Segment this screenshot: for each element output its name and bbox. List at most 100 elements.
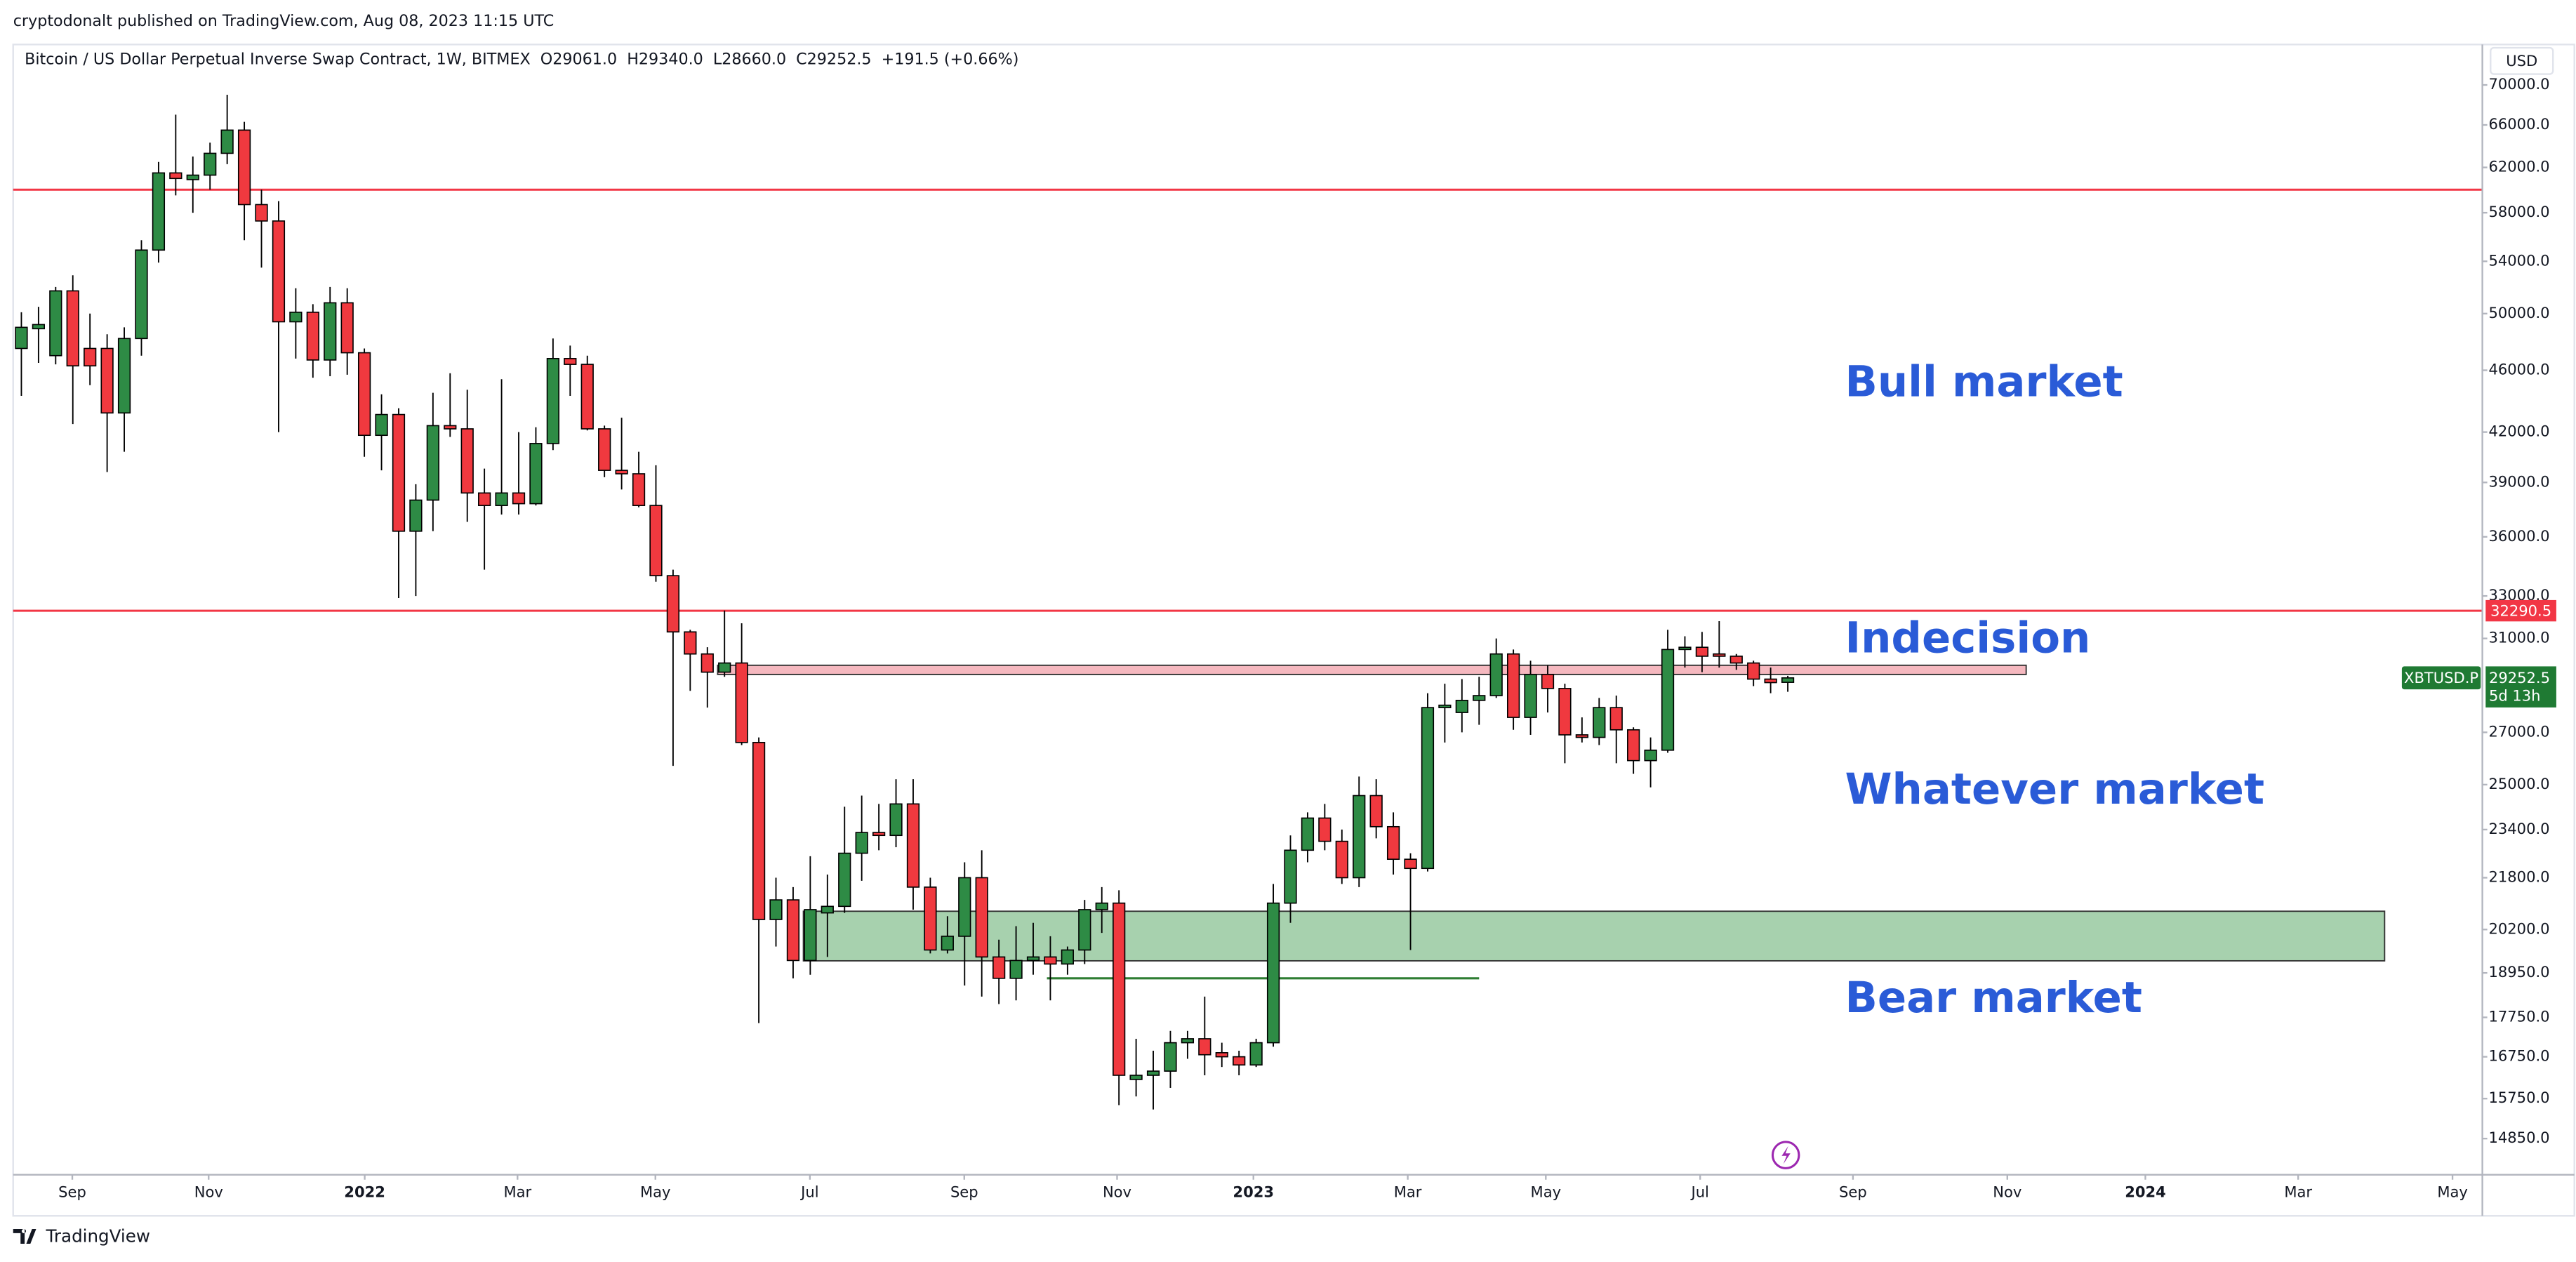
candle-body xyxy=(1695,646,1709,657)
candle-body xyxy=(1095,902,1108,910)
symbol-title: Bitcoin / US Dollar Perpetual Inverse Sw… xyxy=(25,50,531,68)
annotation: Bull market xyxy=(1845,358,2123,407)
candle-body xyxy=(1249,1042,1263,1066)
currency: USD xyxy=(2506,52,2537,69)
candle-body xyxy=(306,312,319,361)
candle-body xyxy=(409,499,423,532)
candle-body xyxy=(1044,956,1057,965)
x-tick-label: Mar xyxy=(1394,1183,1422,1200)
candle-body xyxy=(1266,902,1280,1044)
candle-body xyxy=(100,347,114,414)
candle-body xyxy=(204,152,217,176)
publish-note: cryptodonalt published on TradingView.co… xyxy=(13,12,555,30)
y-tick-label: 54000.0 xyxy=(2489,251,2550,269)
x-tick-label: May xyxy=(1531,1183,1562,1200)
candle-body xyxy=(15,326,28,350)
candle-body xyxy=(1301,817,1315,851)
candle-body xyxy=(1729,656,1743,664)
candle-body xyxy=(152,172,166,251)
candle-body xyxy=(564,358,577,365)
price-label: 29252.5 xyxy=(2489,669,2550,686)
frame xyxy=(12,44,2575,1217)
candle-body xyxy=(460,428,474,494)
candle-body xyxy=(1181,1038,1195,1044)
candle-body xyxy=(1061,949,1074,965)
brand-name: TradingView xyxy=(46,1226,150,1247)
candle-body xyxy=(735,662,748,743)
y-tick-label: 16750.0 xyxy=(2489,1047,2550,1065)
candle-body xyxy=(375,413,388,437)
price-label-box xyxy=(2485,666,2556,708)
candle-body xyxy=(838,852,851,908)
candle-body xyxy=(392,413,406,532)
y-tick-label: 39000.0 xyxy=(2489,472,2550,490)
y-tick-label: 36000.0 xyxy=(2489,527,2550,545)
candle-body xyxy=(684,631,697,655)
x-tick-label: Nov xyxy=(1993,1183,2021,1200)
y-tick-label: 42000.0 xyxy=(2489,423,2550,440)
candle-body xyxy=(220,129,234,154)
candle-body xyxy=(357,352,371,437)
event-icon[interactable] xyxy=(1771,1141,1800,1169)
y-tick-label: 27000.0 xyxy=(2489,722,2550,740)
x-tick-label: Nov xyxy=(1103,1183,1131,1200)
candle-body xyxy=(186,174,199,180)
candle-body xyxy=(1644,749,1657,762)
candle-body xyxy=(529,443,543,505)
x-tick-label: 2022 xyxy=(344,1183,385,1200)
candle-body xyxy=(1404,858,1417,870)
candle-body xyxy=(580,364,594,430)
x-tick-label: Mar xyxy=(503,1183,531,1200)
candle-body xyxy=(169,172,182,180)
candle-body xyxy=(324,302,337,361)
candle-body xyxy=(1335,840,1348,879)
y-tick-label: 50000.0 xyxy=(2489,304,2550,321)
annotation: Bear market xyxy=(1845,974,2142,1023)
y-tick-label: 17750.0 xyxy=(2489,1007,2550,1025)
candle-body xyxy=(1146,1070,1160,1076)
candle-body xyxy=(1575,734,1588,738)
candle-body xyxy=(821,905,834,914)
candle-body xyxy=(237,129,251,206)
x-tick-label: Nov xyxy=(194,1183,223,1200)
candle-body xyxy=(1421,707,1435,870)
candle-body xyxy=(1678,646,1692,651)
candle-body xyxy=(1455,700,1468,713)
candle-body xyxy=(941,936,954,951)
candle-body xyxy=(1524,674,1537,718)
candle-body xyxy=(1661,649,1675,751)
y-tick-label: 31000.0 xyxy=(2489,629,2550,646)
candle-body xyxy=(1318,817,1332,842)
candle-body xyxy=(289,312,303,323)
candle-body xyxy=(117,338,131,414)
x-tick-label: Jul xyxy=(1689,1183,1708,1200)
legend-open: O29061.0 xyxy=(540,50,617,68)
candle-body xyxy=(135,249,148,340)
y-tick-label: 21800.0 xyxy=(2489,868,2550,885)
candle-body xyxy=(1386,825,1400,861)
symbol-label: XBTUSD.P xyxy=(2404,669,2478,686)
candle-body xyxy=(1558,688,1572,736)
plot-area xyxy=(13,84,2488,1180)
candle-body xyxy=(1078,909,1091,951)
zone xyxy=(802,910,2386,962)
candle-body xyxy=(1353,795,1366,879)
brand-logo: TradingView xyxy=(13,1226,150,1247)
candle-body xyxy=(1609,707,1623,731)
y-tick-label: 18950.0 xyxy=(2489,963,2550,981)
y-tick-label: 15750.0 xyxy=(2489,1089,2550,1106)
candle-body xyxy=(632,473,646,506)
x-tick-label: May xyxy=(640,1183,671,1200)
candle-body xyxy=(1541,674,1555,689)
candle-body xyxy=(975,877,988,958)
legend-high: H29340.0 xyxy=(627,50,703,68)
candle-body xyxy=(512,492,526,505)
currency-box[interactable] xyxy=(2490,46,2554,75)
candle-body xyxy=(1781,677,1795,683)
candle-body xyxy=(1506,653,1520,718)
candle-body xyxy=(804,909,817,962)
symbol-label-box xyxy=(2401,666,2481,690)
candle-body xyxy=(478,492,491,506)
